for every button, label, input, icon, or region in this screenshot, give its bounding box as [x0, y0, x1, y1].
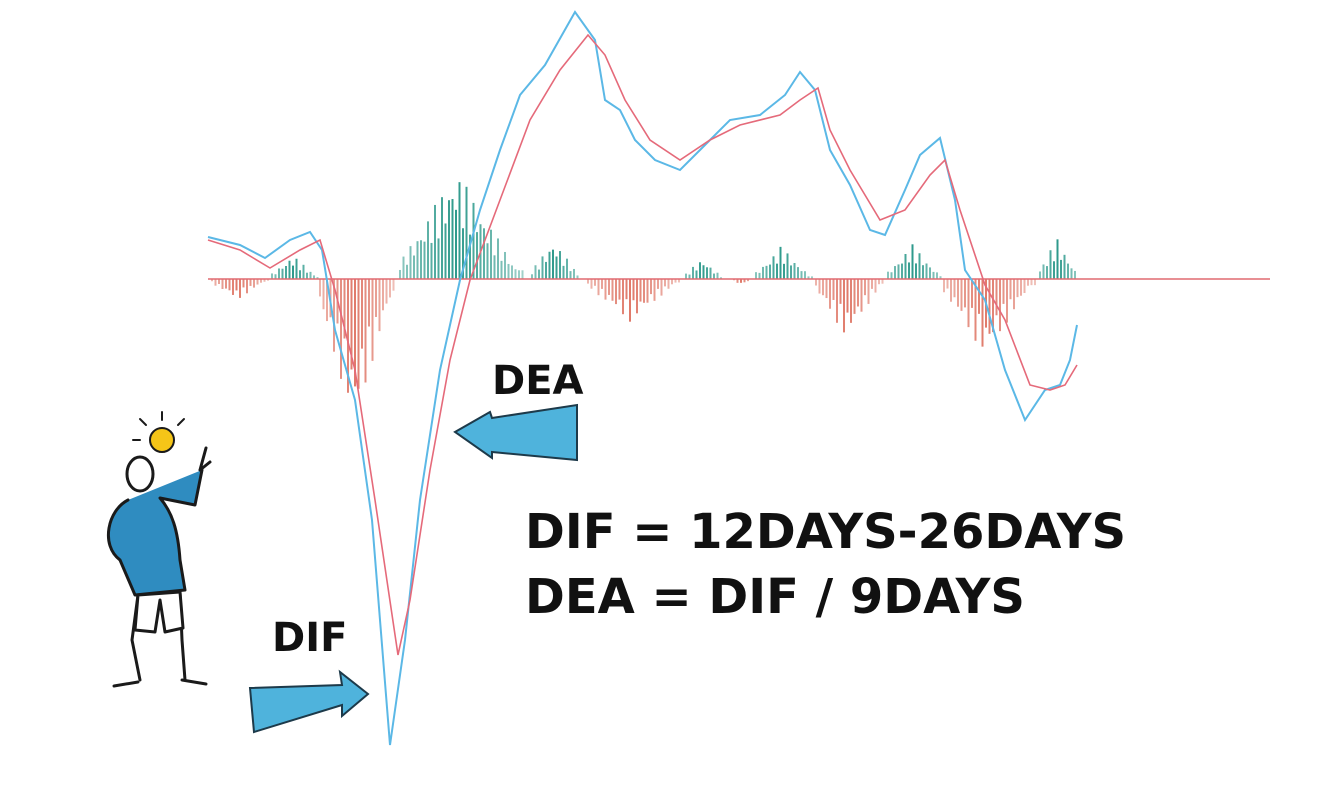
figure [106, 411, 212, 688]
dif-line [207, 10, 1078, 746]
dif-arrow [248, 669, 370, 734]
dif-label: DIF [272, 615, 347, 661]
dea-label: DEA [492, 358, 584, 404]
dea-line [207, 33, 1078, 656]
formula: DIF = 12DAYS-26DAYS [525, 504, 1126, 560]
formula: DEA = DIF / 9DAYS [525, 569, 1025, 625]
dea-arrow [453, 403, 578, 462]
